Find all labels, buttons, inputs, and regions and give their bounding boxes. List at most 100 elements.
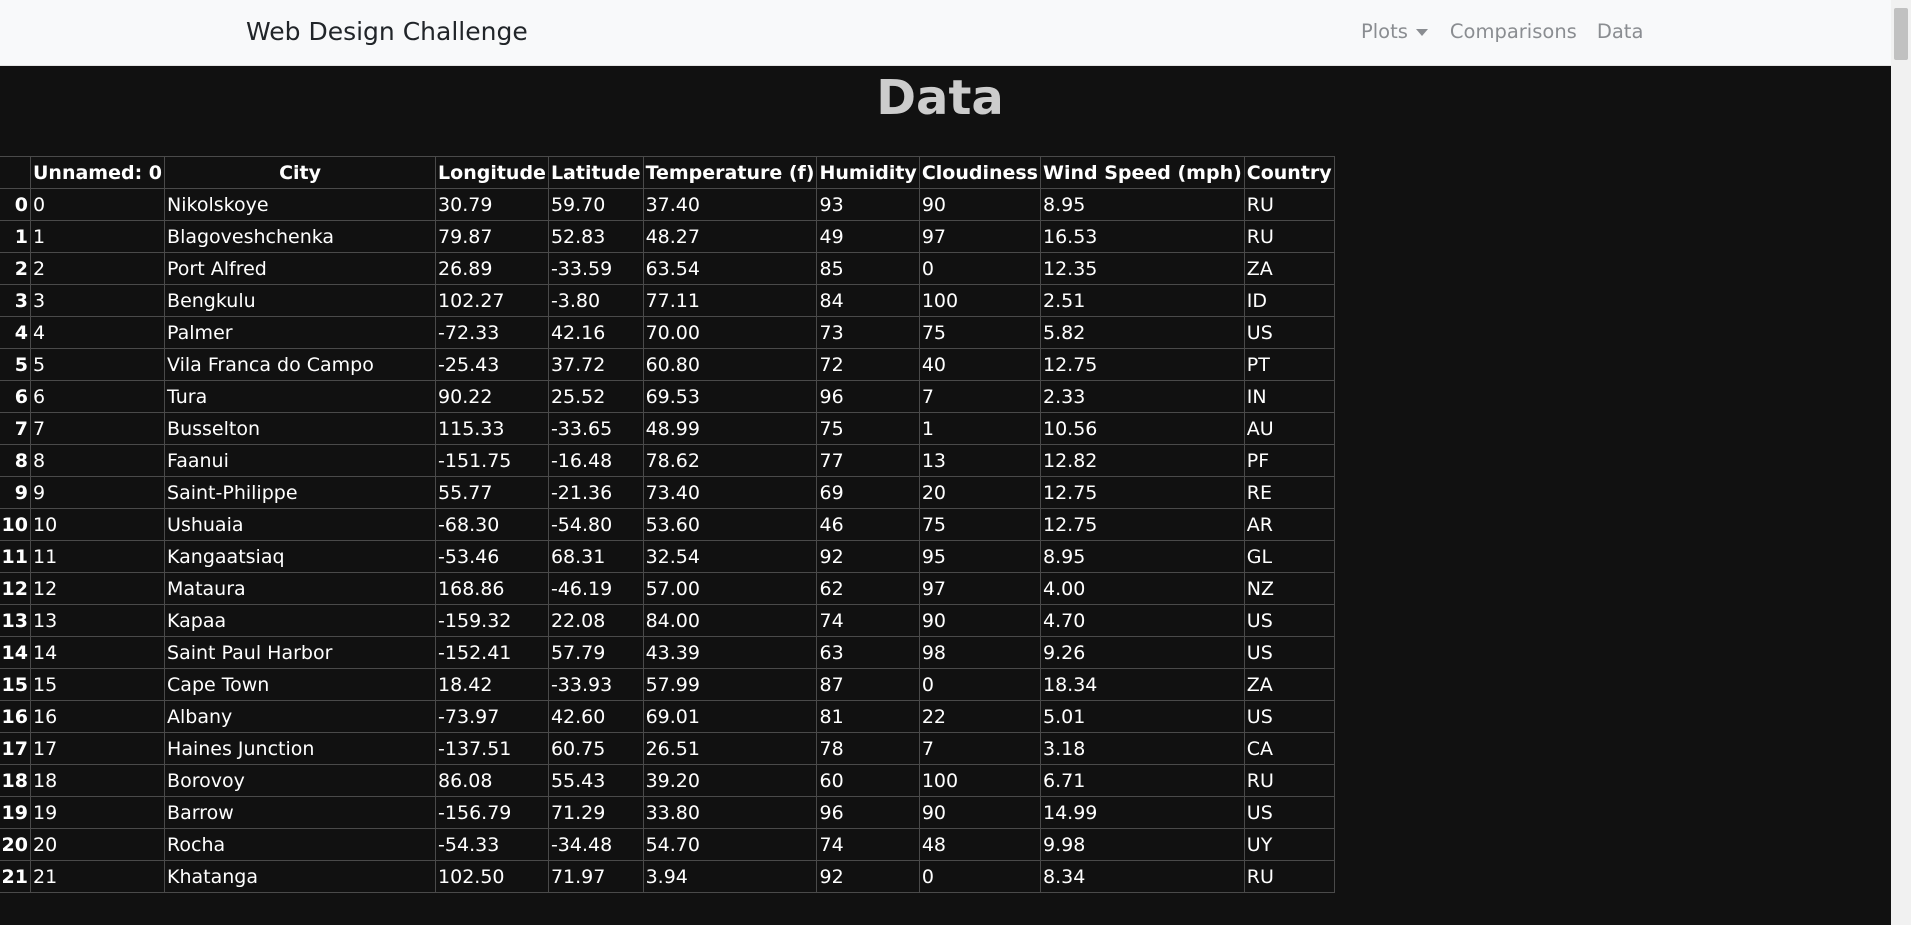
cell-city: Faanui <box>164 444 437 477</box>
row-index-cell: 11 <box>0 540 31 573</box>
cell-country: RU <box>1243 188 1335 221</box>
cell-humidity: 84 <box>816 284 920 317</box>
column-header-cloudiness: Cloudiness <box>918 156 1042 189</box>
cell-country: US <box>1243 700 1335 733</box>
navbar-brand[interactable]: Web Design Challenge <box>246 17 528 46</box>
cell-temperature: 26.51 <box>642 732 818 765</box>
cell-temperature: 73.40 <box>642 476 818 509</box>
row-index-cell: 1 <box>0 220 31 253</box>
cell-city: Haines Junction <box>164 732 437 765</box>
cell-city: Kangaatsiaq <box>164 540 437 573</box>
row-index-cell: 18 <box>0 764 31 797</box>
row-index-cell: 5 <box>0 348 31 381</box>
nav-link-data[interactable]: Data <box>1596 20 1644 43</box>
cell-temperature: 33.80 <box>642 796 818 829</box>
table-row: 13 13 Kapaa -159.32 22.08 84.00 74 90 4.70 US <box>0 604 1335 637</box>
cell-wind-speed: 9.98 <box>1040 828 1245 861</box>
cell-unnamed-0: 0 <box>29 188 166 221</box>
cell-wind-speed: 8.34 <box>1040 860 1245 893</box>
nav-link-comparisons[interactable]: Comparisons <box>1449 20 1577 43</box>
cell-city: Bengkulu <box>164 284 437 317</box>
cell-latitude: -34.48 <box>547 828 644 861</box>
cell-city: Nikolskoye <box>164 188 437 221</box>
table-row: 17 17 Haines Junction -137.51 60.75 26.51 78 7 3… <box>0 732 1335 765</box>
table-row: 2 2 Port Alfred 26.89 -33.59 63.54 85 0 12.35 ZA <box>0 252 1335 285</box>
cell-city: Palmer <box>164 316 437 349</box>
cell-wind-speed: 12.75 <box>1040 476 1245 509</box>
cell-humidity: 60 <box>816 764 920 797</box>
cell-wind-speed: 3.18 <box>1040 732 1245 765</box>
column-header-latitude: Latitude <box>547 156 644 189</box>
cell-latitude: -21.36 <box>547 476 644 509</box>
cell-city: Saint Paul Harbor <box>164 636 437 669</box>
row-index-cell: 14 <box>0 636 31 669</box>
scrollbar-thumb[interactable] <box>1894 8 1908 60</box>
cell-longitude: -72.33 <box>435 316 549 349</box>
row-index-cell: 15 <box>0 668 31 701</box>
cell-unnamed-0: 8 <box>29 444 166 477</box>
plots-dropdown-toggle[interactable]: Plots <box>1361 20 1428 43</box>
cell-latitude: 42.16 <box>547 316 644 349</box>
table-row: 11 11 Kangaatsiaq -53.46 68.31 32.54 92 95 8.95 G… <box>0 540 1335 573</box>
cell-country: PT <box>1243 348 1335 381</box>
table-row: 8 8 Faanui -151.75 -16.48 78.62 77 13 12.82 PF <box>0 444 1335 477</box>
cell-wind-speed: 4.70 <box>1040 604 1245 637</box>
cell-latitude: -3.80 <box>547 284 644 317</box>
cell-unnamed-0: 16 <box>29 700 166 733</box>
cell-longitude: -73.97 <box>435 700 549 733</box>
row-index-cell: 12 <box>0 572 31 605</box>
column-header-humidity: Humidity <box>816 156 920 189</box>
nav-link-plots[interactable]: Plots <box>1361 20 1408 43</box>
cell-country: ZA <box>1243 668 1335 701</box>
cell-wind-speed: 5.01 <box>1040 700 1245 733</box>
cell-temperature: 60.80 <box>642 348 818 381</box>
cell-city: Tura <box>164 380 437 413</box>
cell-cloudiness: 90 <box>918 796 1042 829</box>
cell-unnamed-0: 2 <box>29 252 166 285</box>
cell-country: US <box>1243 604 1335 637</box>
cell-country: UY <box>1243 828 1335 861</box>
cell-unnamed-0: 5 <box>29 348 166 381</box>
cell-temperature: 77.11 <box>642 284 818 317</box>
table-header: Unnamed: 0 City Longitude Latitude Temperatu… <box>0 156 1335 189</box>
table-row: 6 6 Tura 90.22 25.52 69.53 96 7 2.33 IN <box>0 380 1335 413</box>
cell-city: Mataura <box>164 572 437 605</box>
cell-longitude: -159.32 <box>435 604 549 637</box>
cell-latitude: -16.48 <box>547 444 644 477</box>
cell-city: Ushuaia <box>164 508 437 541</box>
cell-longitude: -54.33 <box>435 828 549 861</box>
vertical-scrollbar[interactable] <box>1891 0 1911 925</box>
cell-longitude: -53.46 <box>435 540 549 573</box>
row-index-cell: 17 <box>0 732 31 765</box>
row-index-cell: 19 <box>0 796 31 829</box>
cell-humidity: 72 <box>816 348 920 381</box>
cell-cloudiness: 75 <box>918 316 1042 349</box>
cell-temperature: 70.00 <box>642 316 818 349</box>
cell-longitude: 102.50 <box>435 860 549 893</box>
cell-country: RU <box>1243 860 1335 893</box>
cell-cloudiness: 1 <box>918 412 1042 445</box>
cell-longitude: -151.75 <box>435 444 549 477</box>
cell-unnamed-0: 12 <box>29 572 166 605</box>
cell-humidity: 74 <box>816 604 920 637</box>
cell-unnamed-0: 9 <box>29 476 166 509</box>
cell-longitude: 115.33 <box>435 412 549 445</box>
cell-latitude: 52.83 <box>547 220 644 253</box>
cell-wind-speed: 4.00 <box>1040 572 1245 605</box>
cell-humidity: 62 <box>816 572 920 605</box>
cell-wind-speed: 10.56 <box>1040 412 1245 445</box>
cell-country: US <box>1243 636 1335 669</box>
data-table-container: Unnamed: 0 City Longitude Latitude Temperatu… <box>0 156 1335 893</box>
cell-unnamed-0: 17 <box>29 732 166 765</box>
row-index-cell: 16 <box>0 700 31 733</box>
cell-longitude: 90.22 <box>435 380 549 413</box>
table-row: 12 12 Mataura 168.86 -46.19 57.00 62 97 4.00 NZ <box>0 572 1335 605</box>
column-header-temperature: Temperature (f) <box>642 156 818 189</box>
column-header-wind-speed: Wind Speed (mph) <box>1040 156 1245 189</box>
cell-country: US <box>1243 796 1335 829</box>
row-index-cell: 9 <box>0 476 31 509</box>
cell-city: Busselton <box>164 412 437 445</box>
cell-cloudiness: 0 <box>918 860 1042 893</box>
cell-wind-speed: 2.51 <box>1040 284 1245 317</box>
table-row: 18 18 Borovoy 86.08 55.43 39.20 60 100 6.71 RU <box>0 764 1335 797</box>
